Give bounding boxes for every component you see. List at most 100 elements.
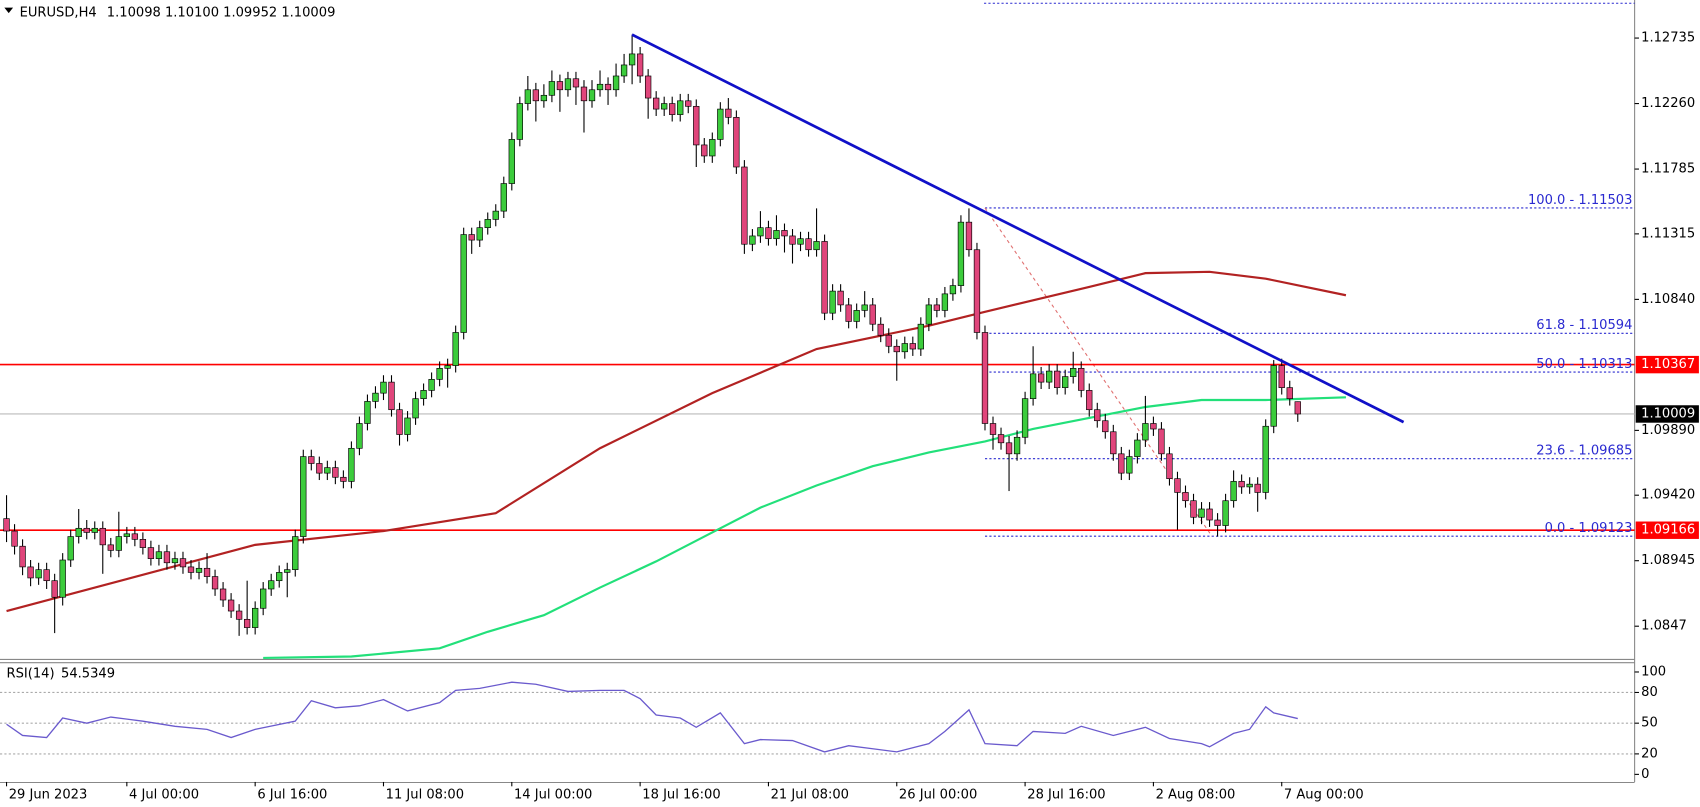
symbol: EURUSD,H4	[20, 6, 97, 21]
candle-body	[1206, 508, 1213, 521]
candle-body	[957, 221, 965, 286]
candle-body	[171, 558, 179, 564]
candle-body	[933, 304, 941, 311]
candle-body	[380, 381, 387, 394]
candle-body	[155, 551, 163, 559]
x-tick-label: 29 Jun 2023	[9, 788, 88, 803]
candle-body	[99, 527, 106, 546]
level-label: 1.10367	[1641, 357, 1695, 372]
candle-body	[308, 456, 315, 464]
candle-body	[484, 219, 491, 228]
candle-body	[1166, 453, 1173, 479]
candle-body	[596, 83, 604, 91]
fib-label: 23.6 - 1.09685	[1536, 444, 1632, 459]
candle-body	[757, 227, 764, 237]
candle-body	[685, 100, 692, 107]
candle-body	[251, 607, 259, 628]
candle-body	[123, 533, 130, 537]
candle-body	[845, 304, 852, 322]
candle-body	[51, 580, 58, 598]
candle-body	[1134, 439, 1141, 457]
candle-body	[316, 463, 323, 474]
candle-body	[909, 343, 916, 350]
x-tick-label: 14 Jul 00:00	[514, 788, 592, 803]
candle-body	[965, 221, 973, 251]
candle-body	[1086, 390, 1093, 411]
rsi-tick-label: 100	[1641, 664, 1666, 679]
y-tick-label: 1.10840	[1641, 292, 1695, 307]
candle-body	[797, 238, 804, 245]
candle-body	[661, 103, 668, 110]
candle-body	[388, 381, 395, 411]
candle-body	[203, 567, 211, 577]
candle-body	[1070, 368, 1077, 377]
candle-body	[725, 108, 732, 118]
candle-body	[348, 447, 355, 482]
candle-body	[813, 241, 820, 251]
candle-body	[227, 599, 235, 612]
candle-body	[1142, 423, 1149, 441]
candle-body	[532, 89, 540, 102]
x-tick-label: 6 Jul 16:00	[257, 788, 327, 803]
rsi-value: 54.5349	[61, 667, 115, 682]
plot-layer	[0, 33, 1635, 755]
fib-label: 50.0 - 1.10313	[1536, 357, 1632, 372]
candle-body	[187, 566, 195, 573]
candle-body	[1102, 420, 1109, 433]
candle-body	[131, 533, 139, 540]
x-tick-label: 4 Jul 00:00	[129, 788, 199, 803]
candle-body	[11, 530, 18, 547]
candle-body	[1054, 370, 1061, 388]
candle-body	[572, 78, 580, 88]
candle-body	[1045, 370, 1053, 383]
candle-body	[1214, 519, 1221, 526]
candle-body	[75, 527, 82, 537]
symbol-marker	[4, 7, 14, 14]
moving-average	[6, 270, 1347, 613]
candle-body	[861, 304, 868, 311]
candle-body	[789, 235, 796, 245]
candle-body	[1029, 373, 1037, 399]
candle-body	[588, 89, 596, 102]
candle-body	[1190, 500, 1197, 518]
fib-label: 0.0 - 1.09123	[1545, 521, 1633, 536]
candle-body	[1254, 483, 1261, 493]
y-tick-label: 1.11315	[1641, 226, 1695, 241]
candle-body	[989, 423, 997, 435]
candle-body	[901, 343, 908, 353]
fib-label: 61.8 - 1.10594	[1536, 318, 1632, 333]
candle-body	[1005, 442, 1013, 455]
candle-body	[1062, 376, 1069, 388]
candle-body	[452, 332, 459, 366]
candle-body	[1270, 365, 1277, 427]
candle-body	[1094, 409, 1101, 422]
candle-body	[1238, 481, 1245, 488]
candle-body	[1150, 423, 1157, 430]
candle-body	[1078, 368, 1085, 391]
rsi-line	[6, 681, 1298, 753]
candle-body	[1021, 398, 1029, 438]
x-tick-label: 18 Jul 16:00	[642, 788, 720, 803]
candle-body	[516, 103, 523, 140]
candle-body	[67, 536, 74, 561]
candle-body	[276, 572, 283, 582]
candle-body	[59, 559, 66, 598]
candle-body	[893, 345, 900, 353]
candle-body	[444, 365, 451, 369]
trendline	[631, 33, 1405, 424]
rsi-tick-label: 0	[1641, 767, 1649, 782]
candle-body	[219, 588, 227, 601]
candle-body	[701, 144, 708, 157]
candle-body	[460, 234, 467, 333]
candle-body	[628, 53, 636, 66]
candle-body	[1278, 365, 1285, 388]
candle-body	[428, 379, 435, 391]
candle-body	[35, 569, 42, 579]
candle-body	[1110, 431, 1117, 455]
candle-body	[211, 576, 219, 590]
candle-body	[853, 310, 860, 322]
candle-body	[885, 334, 892, 347]
